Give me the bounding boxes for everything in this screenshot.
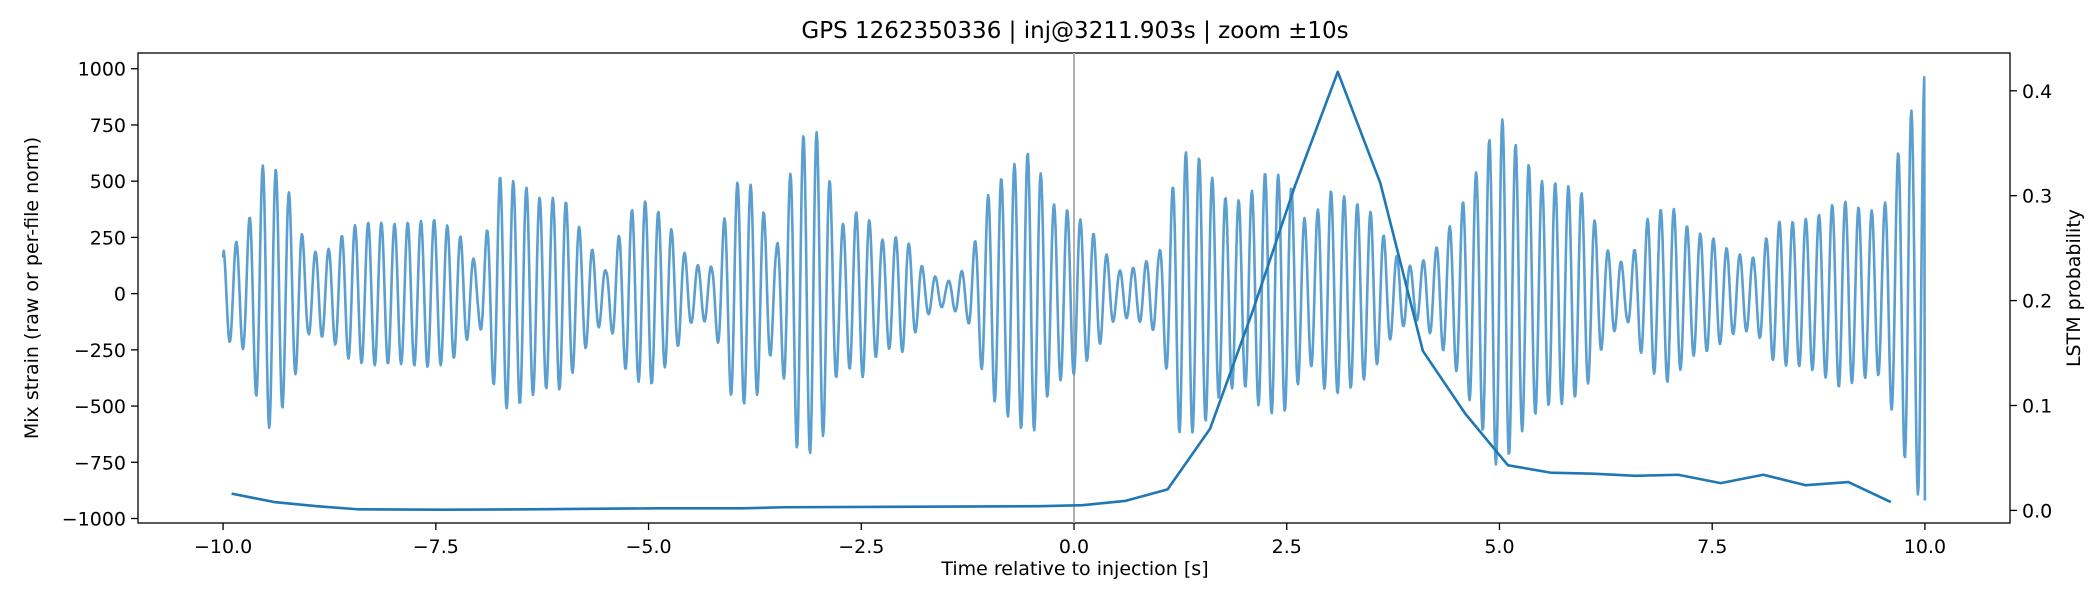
strain-series-line [221,75,1927,501]
chart-title: GPS 1262350336 | inj@3211.903s | zoom ±1… [801,18,1348,44]
x-tick-label: 2.5 [1272,536,1302,558]
left-y-tick-label: 250 [90,227,126,249]
left-y-tick-label: 500 [90,171,126,193]
right-y-tick-label: 0.0 [2022,500,2052,522]
left-y-tick-label: 0 [114,284,126,306]
left-y-tick-label: −1000 [62,509,126,531]
left-y-tick-label: −750 [74,452,126,474]
right-y-axis-label: LSTM probability [2063,209,2085,367]
left-y-axis-ticks: −1000 −750 −500 −250 0 250 500 750 1000 [62,59,138,531]
x-tick-label: −10.0 [194,536,252,558]
right-y-tick-label: 0.1 [2022,396,2052,418]
x-axis-ticks: −10.0 −7.5 −5.0 −2.5 0.0 2.5 5.0 7.5 10.0 [194,523,1946,558]
x-tick-label: −5.0 [625,536,671,558]
left-y-axis-label: Mix strain (raw or per-file norm) [21,137,43,439]
x-tick-label: 5.0 [1484,536,1514,558]
right-y-tick-label: 0.4 [2022,81,2052,103]
probability-series-line [231,70,1892,511]
left-y-tick-label: 1000 [78,59,126,81]
x-tick-label: 0.0 [1059,536,1089,558]
x-tick-label: −2.5 [838,536,884,558]
left-y-tick-label: −500 [74,396,126,418]
x-tick-label: 7.5 [1697,536,1727,558]
right-y-axis-ticks: 0.0 0.1 0.2 0.3 0.4 [2010,81,2052,522]
x-tick-label: 10.0 [1904,536,1946,558]
left-y-tick-label: −250 [74,340,126,362]
right-y-tick-label: 0.3 [2022,186,2052,208]
x-axis-label: Time relative to injection [s] [940,558,1208,580]
x-tick-label: −7.5 [413,536,459,558]
right-y-tick-label: 0.2 [2022,291,2052,313]
left-y-tick-label: 750 [90,115,126,137]
